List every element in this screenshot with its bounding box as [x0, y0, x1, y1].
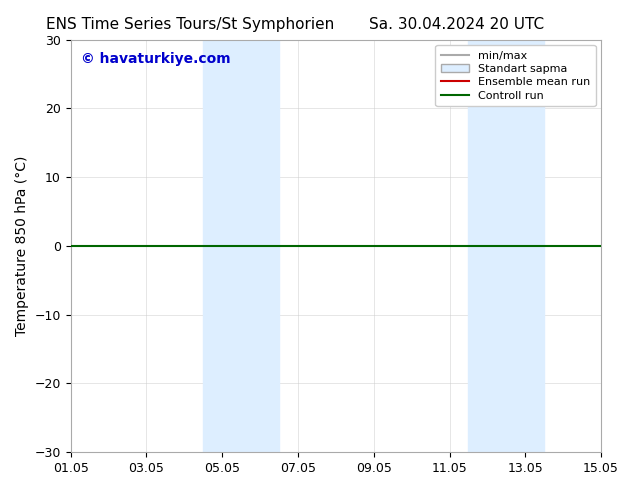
Text: Sa. 30.04.2024 20 UTC: Sa. 30.04.2024 20 UTC — [369, 17, 544, 32]
Bar — [204, 40, 279, 452]
Text: ENS Time Series Tours/St Symphorien: ENS Time Series Tours/St Symphorien — [46, 17, 334, 32]
Bar — [469, 40, 544, 452]
Text: © havaturkiye.com: © havaturkiye.com — [81, 52, 231, 66]
Y-axis label: Temperature 850 hPa (°C): Temperature 850 hPa (°C) — [15, 156, 29, 336]
Legend: min/max, Standart sapma, Ensemble mean run, Controll run: min/max, Standart sapma, Ensemble mean r… — [436, 45, 595, 106]
